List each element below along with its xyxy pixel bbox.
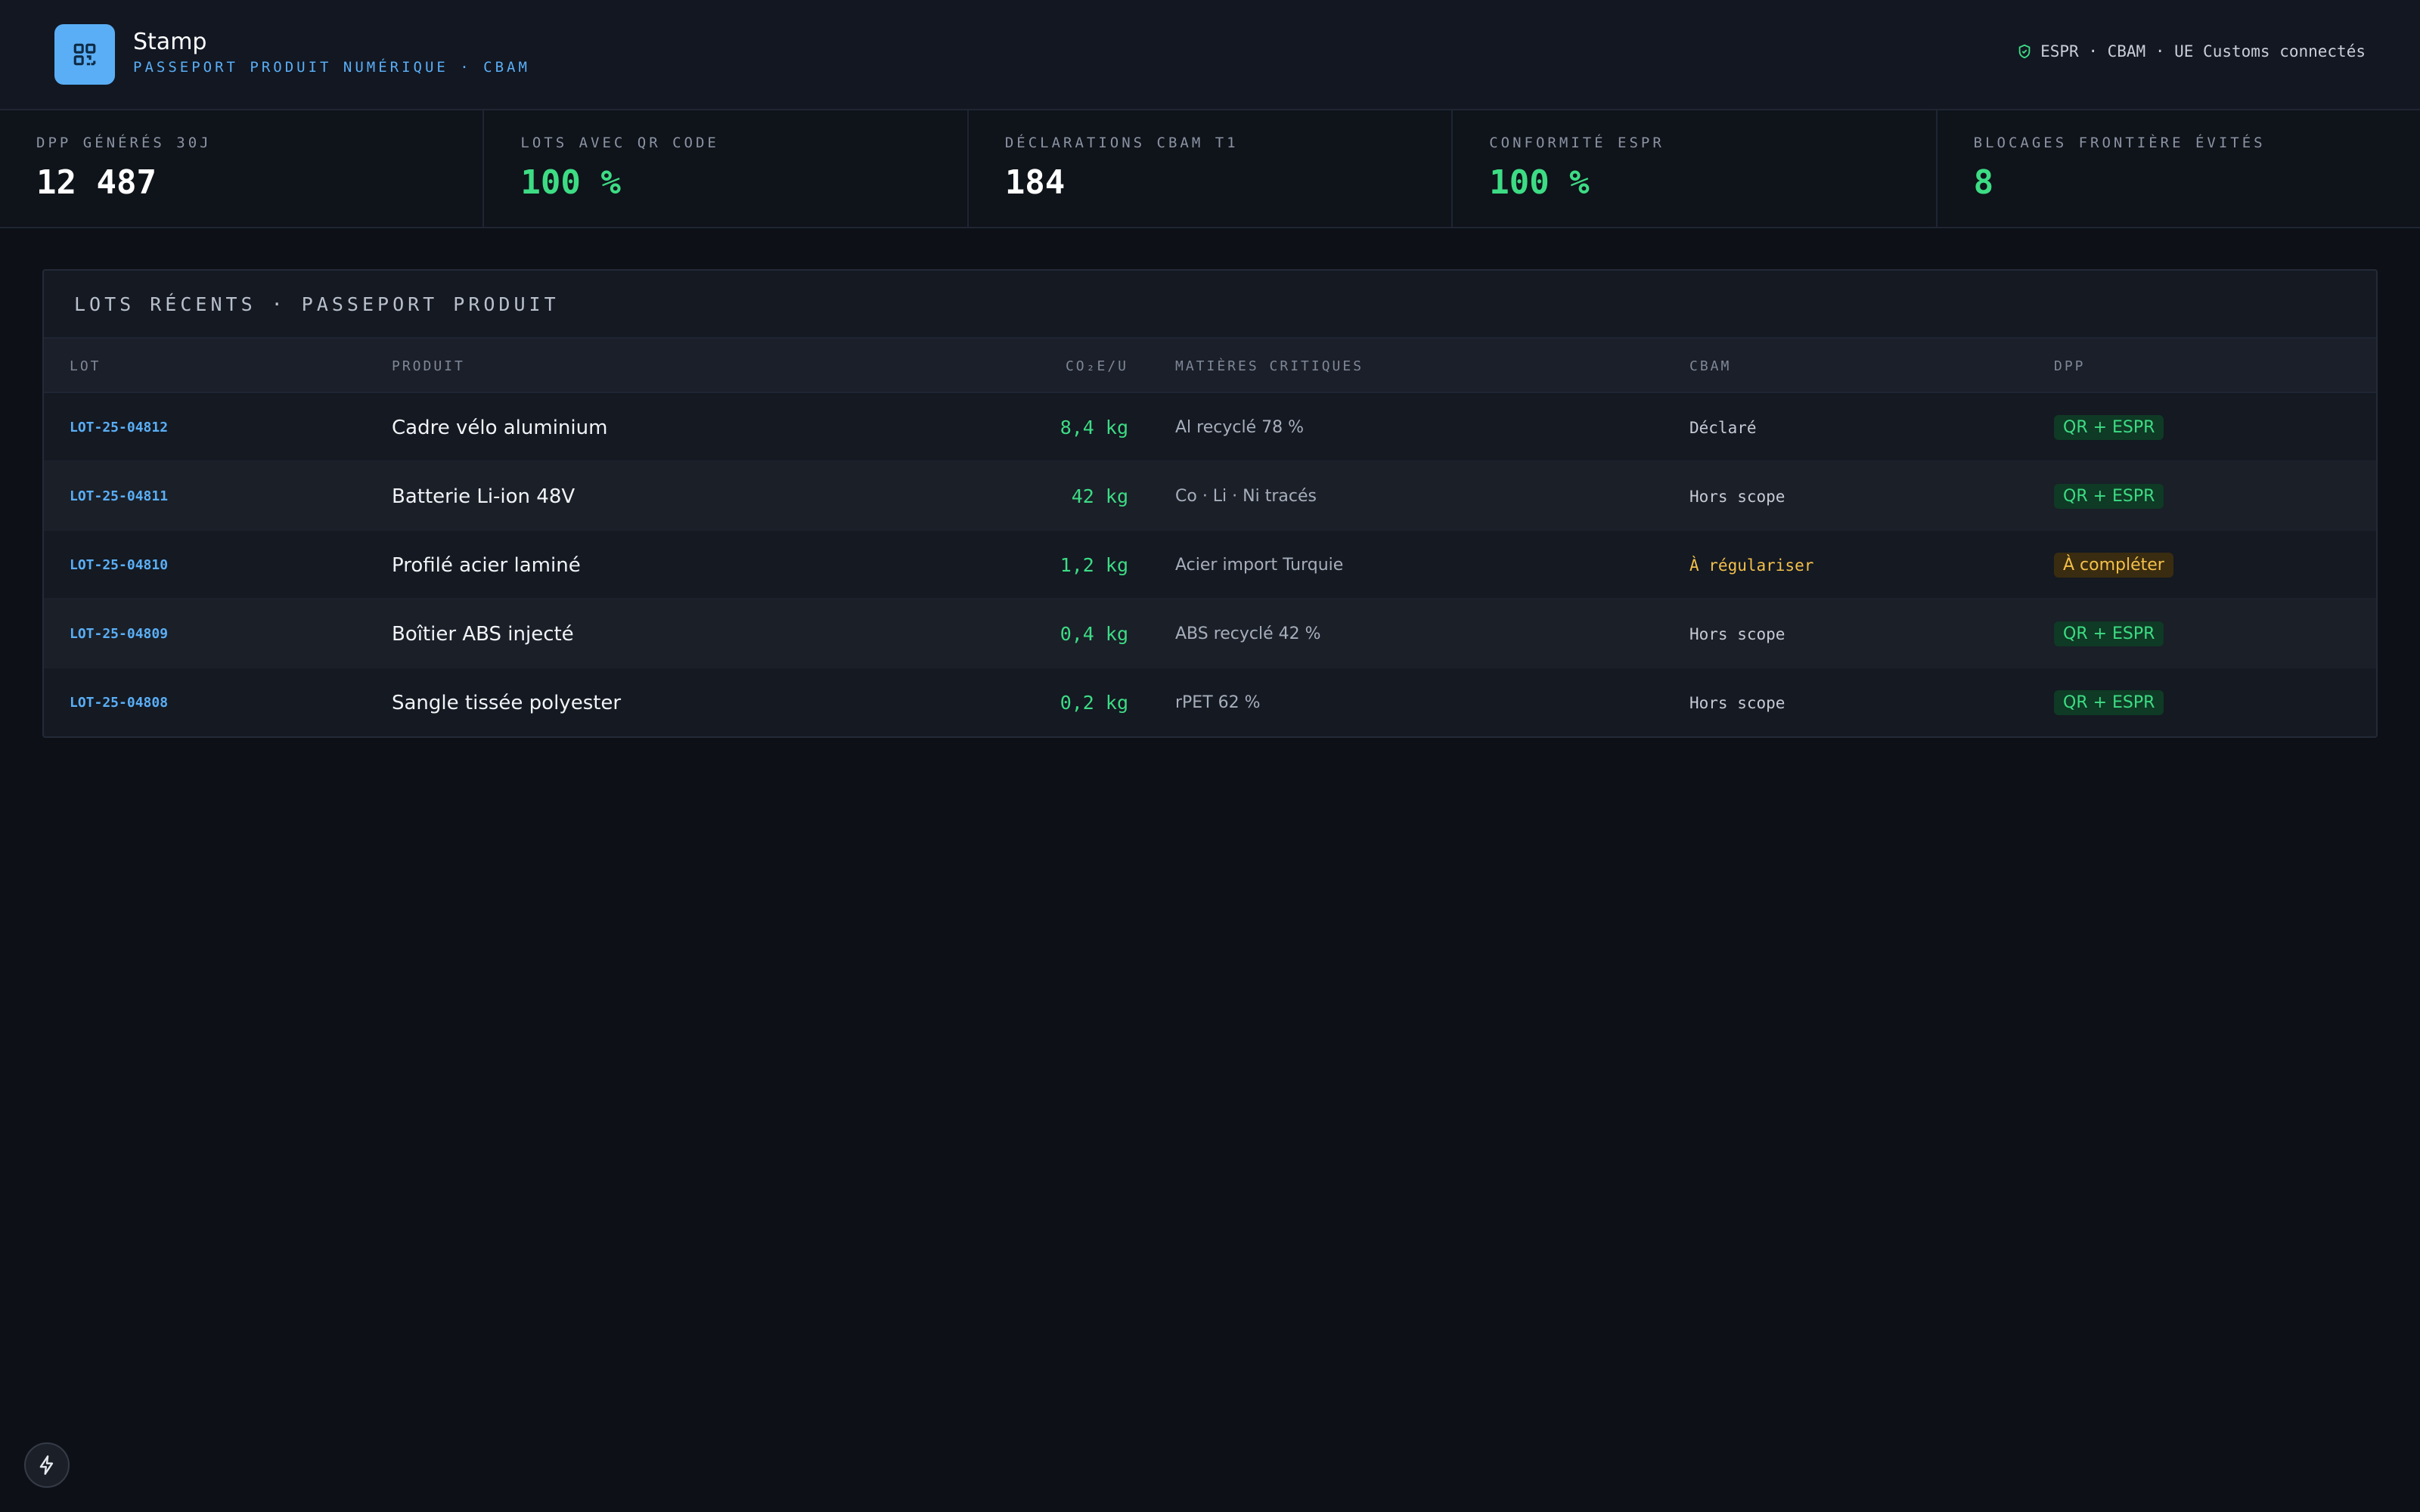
product-name: Cadre vélo aluminium — [392, 416, 608, 439]
critical-materials: Al recyclé 78 % — [1175, 418, 1304, 437]
kpi-label: CONFORMITÉ ESPR — [1489, 135, 1665, 151]
column-header-cbam[interactable]: CBAM — [1689, 358, 1732, 374]
kpi-label: BLOCAGES FRONTIÈRE ÉVITÉS — [1973, 135, 2266, 151]
lot-id-link[interactable]: LOT-25-04809 — [70, 626, 169, 642]
critical-materials: Co · Li · Ni tracés — [1175, 487, 1317, 506]
cbam-status: Hors scope — [1689, 693, 1786, 712]
kpi-label: DÉCLARATIONS CBAM T1 — [1004, 135, 1239, 151]
table-row[interactable]: LOT-25-04810 Profilé acier laminé 1,2 kg… — [44, 531, 2376, 600]
lot-id-link[interactable]: LOT-25-04808 — [70, 695, 169, 711]
dpp-cell: QR + ESPR — [2054, 462, 2164, 531]
dpp-badge: QR + ESPR — [2054, 484, 2164, 509]
kpi-value: 100 % — [1489, 163, 1590, 202]
kpi-value: 184 — [1004, 163, 1066, 202]
co2-value: 0,2 kg — [1060, 692, 1128, 714]
kpi-dpp-generated: DPP GÉNÉRÉS 30J 12 487 — [0, 110, 485, 227]
lot-id-link[interactable]: LOT-25-04811 — [70, 488, 169, 504]
critical-materials: rPET 62 % — [1175, 693, 1261, 712]
recent-lots-panel: LOTS RÉCENTS · PASSEPORT PRODUIT LOT PRO… — [42, 269, 2378, 738]
dpp-badge: QR + ESPR — [2054, 690, 2164, 715]
kpi-label: DPP GÉNÉRÉS 30J — [36, 135, 212, 151]
cbam-status: Déclaré — [1689, 418, 1757, 437]
table-row[interactable]: LOT-25-04812 Cadre vélo aluminium 8,4 kg… — [44, 393, 2376, 462]
column-header-product[interactable]: PRODUIT — [392, 358, 465, 374]
product-name: Batterie Li-ion 48V — [392, 485, 576, 508]
app-header: Stamp PASSEPORT PRODUIT NUMÉRIQUE · CBAM… — [0, 0, 2420, 110]
dpp-badge: QR + ESPR — [2054, 415, 2164, 440]
critical-materials: ABS recyclé 42 % — [1175, 624, 1321, 643]
critical-materials: Acier import Turquie — [1175, 556, 1344, 575]
dpp-cell: QR + ESPR — [2054, 668, 2164, 736]
qr-code-icon — [73, 43, 96, 66]
co2-value: 8,4 kg — [1060, 417, 1128, 438]
column-header-lot[interactable]: LOT — [70, 358, 101, 374]
connection-status: ESPR · CBAM · UE Customs connectés — [2016, 42, 2366, 60]
connection-status-text: ESPR · CBAM · UE Customs connectés — [2040, 42, 2366, 60]
table-row[interactable]: LOT-25-04808 Sangle tissée polyester 0,2… — [44, 668, 2376, 736]
cbam-status: Hors scope — [1689, 487, 1786, 506]
kpi-lots-qr: LOTS AVEC QR CODE 100 % — [484, 110, 969, 227]
lightning-icon — [39, 1455, 54, 1475]
lot-id-link[interactable]: LOT-25-04812 — [70, 420, 169, 435]
dpp-badge: QR + ESPR — [2054, 621, 2164, 646]
shield-check-icon — [2018, 44, 2031, 59]
app-name: Stamp — [133, 29, 207, 55]
cbam-status: À régulariser — [1689, 556, 1814, 575]
app-logo[interactable] — [54, 24, 115, 85]
kpi-strip: DPP GÉNÉRÉS 30J 12 487 LOTS AVEC QR CODE… — [0, 110, 2420, 228]
co2-value: 1,2 kg — [1060, 554, 1128, 576]
cbam-status: Hors scope — [1689, 624, 1786, 643]
kpi-label: LOTS AVEC QR CODE — [520, 135, 719, 151]
column-header-dpp[interactable]: DPP — [2054, 358, 2086, 374]
table-row[interactable]: LOT-25-04811 Batterie Li-ion 48V 42 kg C… — [44, 462, 2376, 531]
kpi-value: 100 % — [520, 163, 621, 202]
app-subtitle: PASSEPORT PRODUIT NUMÉRIQUE · CBAM — [133, 59, 530, 76]
panel-title: LOTS RÉCENTS · PASSEPORT PRODUIT — [44, 271, 2376, 339]
product-name: Boîtier ABS injecté — [392, 622, 574, 646]
co2-value: 0,4 kg — [1060, 623, 1128, 645]
column-header-materials[interactable]: MATIÈRES CRITIQUES — [1175, 358, 1364, 374]
product-name: Sangle tissée polyester — [392, 691, 622, 714]
table-header: LOT PRODUIT CO₂E/U MATIÈRES CRITIQUES CB… — [44, 339, 2376, 393]
lot-id-link[interactable]: LOT-25-04810 — [70, 557, 169, 573]
dpp-cell: À compléter — [2054, 531, 2173, 600]
kpi-value: 12 487 — [36, 163, 157, 202]
product-name: Profilé acier laminé — [392, 553, 581, 577]
kpi-espr-compliance: CONFORMITÉ ESPR 100 % — [1453, 110, 1938, 227]
dpp-badge: À compléter — [2054, 553, 2173, 578]
co2-value: 42 kg — [1071, 485, 1128, 507]
dev-tools-button[interactable] — [24, 1442, 70, 1488]
column-header-co2[interactable]: CO₂E/U — [1065, 358, 1128, 374]
kpi-value: 8 — [1973, 163, 1994, 202]
kpi-border-blocks: BLOCAGES FRONTIÈRE ÉVITÉS 8 — [1938, 110, 2420, 227]
table-row[interactable]: LOT-25-04809 Boîtier ABS injecté 0,4 kg … — [44, 600, 2376, 668]
dpp-cell: QR + ESPR — [2054, 393, 2164, 462]
kpi-cbam-declarations: DÉCLARATIONS CBAM T1 184 — [969, 110, 1454, 227]
dpp-cell: QR + ESPR — [2054, 600, 2164, 668]
